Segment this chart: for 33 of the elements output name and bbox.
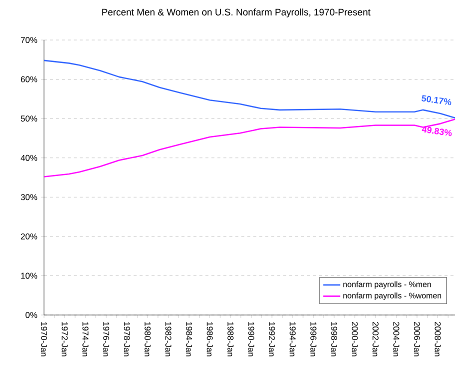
y-tick-label: 60% [20,76,38,82]
chart-title: Percent Men & Women on U.S. Nonfarm Payrolls, 1970-Present [102,8,370,18]
x-tick-label: 2004-Jan [393,322,400,356]
x-tick-label: 1972-Jan [62,322,68,356]
y-tick-label: 10% [21,272,38,279]
line-series [43,60,456,119]
y-tick-label: 70% [20,37,38,43]
x-tick-label: 1976-Jan [103,322,110,356]
y-tick-label: 20% [20,233,38,240]
x-tick-label: 1988-Jan [228,322,234,356]
x-tick-label: 1984-Jan [186,322,192,356]
y-tick-label: 50% [20,116,38,122]
x-tick-label: 2002-Jan [372,322,379,356]
x-tick-label: 1974-Jan [82,322,88,356]
annotation: 50.17% [422,95,452,106]
x-tick-label: 1990-Jan [248,322,254,356]
annotation: 49.83% [422,126,452,136]
x-tick-label: 2008-Jan [434,322,441,356]
x-tick-label: 1986-Jan [206,322,213,356]
x-tick-label: 1998-Jan [331,322,338,356]
x-tick-label: 1994-Jan [290,322,296,356]
x-tick-label: 2000-Jan [352,322,358,356]
x-tick-label: 1982-Jan [165,322,172,356]
x-tick-label: 1980-Jan [144,322,151,356]
x-tick-label: 1996-Jan [310,322,316,356]
y-tick-label: 30% [20,194,38,200]
line-series [43,118,456,178]
x-tick-label: 2006-Jan [414,322,420,356]
y-tick-label: 0% [26,312,38,318]
x-tick-label: 1978-Jan [124,322,130,356]
y-tick-label: 40% [20,154,38,161]
x-tick-label: 1970-Jan [41,322,47,356]
x-tick-label: 1992-Jan [268,322,275,356]
